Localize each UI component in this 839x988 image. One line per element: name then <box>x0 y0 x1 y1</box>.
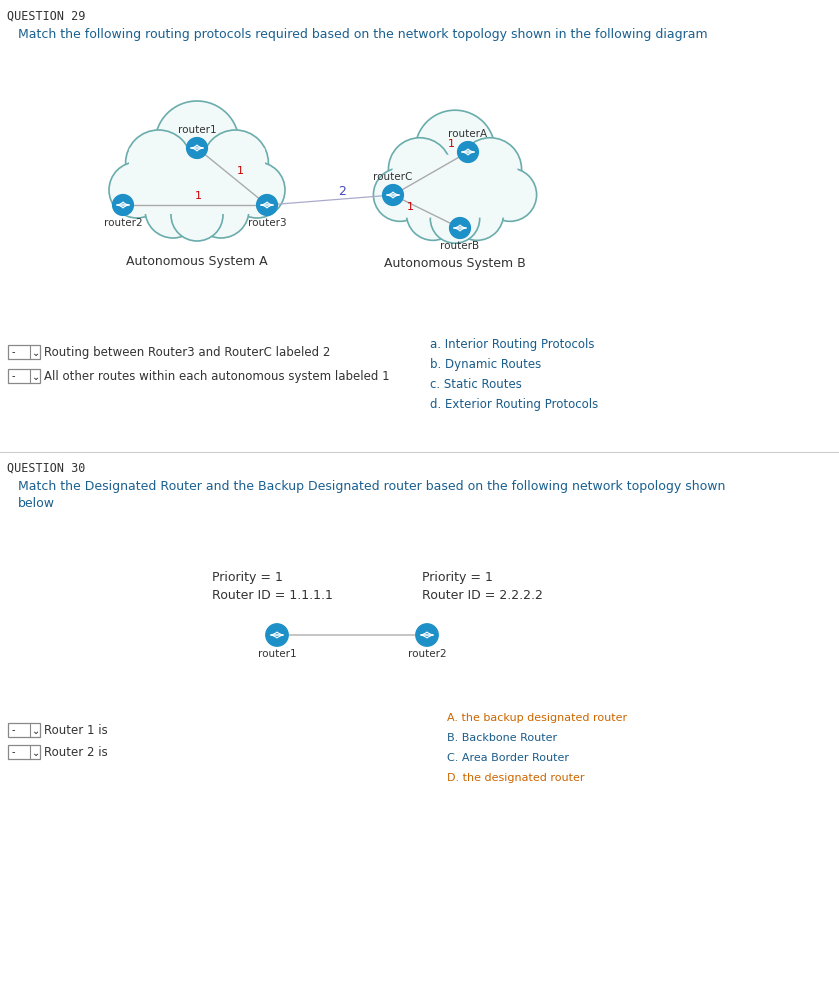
Text: routerA: routerA <box>448 128 487 138</box>
Circle shape <box>171 189 223 241</box>
Text: router2: router2 <box>104 218 143 228</box>
Text: ⌄: ⌄ <box>32 725 40 735</box>
Text: b. Dynamic Routes: b. Dynamic Routes <box>430 358 541 371</box>
Text: A. the backup designated router: A. the backup designated router <box>447 713 627 723</box>
Text: Priority = 1: Priority = 1 <box>212 571 283 584</box>
Circle shape <box>459 137 522 201</box>
Circle shape <box>406 187 460 240</box>
Text: 1: 1 <box>407 202 414 211</box>
Text: Routing between Router3 and RouterC labeled 2: Routing between Router3 and RouterC labe… <box>44 346 331 359</box>
Text: D. the designated router: D. the designated router <box>447 773 585 783</box>
Text: Router ID = 1.1.1.1: Router ID = 1.1.1.1 <box>212 589 333 602</box>
Text: router1: router1 <box>258 649 296 659</box>
FancyBboxPatch shape <box>8 723 40 737</box>
FancyBboxPatch shape <box>129 148 265 214</box>
Text: routerB: routerB <box>440 241 480 251</box>
Text: -: - <box>12 748 15 758</box>
Text: ⌄: ⌄ <box>32 748 40 758</box>
Text: Router 2 is: Router 2 is <box>44 746 107 759</box>
Text: Autonomous System B: Autonomous System B <box>384 257 526 270</box>
Circle shape <box>388 137 451 201</box>
Circle shape <box>451 187 503 240</box>
Text: C. Area Border Router: C. Area Border Router <box>447 753 569 763</box>
Text: Router 1 is: Router 1 is <box>44 723 107 736</box>
Text: -: - <box>12 348 15 358</box>
Circle shape <box>229 162 285 218</box>
Text: a. Interior Routing Protocols: a. Interior Routing Protocols <box>430 338 595 351</box>
Text: 2: 2 <box>338 185 346 198</box>
Text: B. Backbone Router: B. Backbone Router <box>447 733 557 743</box>
Circle shape <box>112 195 133 215</box>
Text: ⌄: ⌄ <box>32 371 40 381</box>
FancyBboxPatch shape <box>8 745 40 759</box>
FancyBboxPatch shape <box>393 155 518 217</box>
Circle shape <box>416 623 438 646</box>
Circle shape <box>155 101 239 185</box>
Text: Router ID = 2.2.2.2: Router ID = 2.2.2.2 <box>422 589 543 602</box>
Circle shape <box>383 185 404 206</box>
Text: Match the Designated Router and the Backup Designated router based on the follow: Match the Designated Router and the Back… <box>18 480 726 493</box>
Text: Match the following routing protocols required based on the network topology sho: Match the following routing protocols re… <box>18 28 707 41</box>
Text: routerC: routerC <box>373 172 413 182</box>
Text: below: below <box>18 497 55 510</box>
FancyBboxPatch shape <box>8 369 40 383</box>
Text: c. Static Routes: c. Static Routes <box>430 378 522 391</box>
Text: 1: 1 <box>237 166 244 176</box>
Text: router1: router1 <box>178 124 216 134</box>
Circle shape <box>373 168 426 221</box>
Text: router3: router3 <box>248 218 286 228</box>
Circle shape <box>186 137 207 158</box>
Text: router2: router2 <box>408 649 446 659</box>
Text: Priority = 1: Priority = 1 <box>422 571 492 584</box>
Circle shape <box>202 130 268 196</box>
Text: QUESTION 30: QUESTION 30 <box>7 462 86 475</box>
Text: Autonomous System A: Autonomous System A <box>126 255 268 268</box>
Circle shape <box>193 182 249 238</box>
Text: 1: 1 <box>448 139 455 149</box>
Circle shape <box>415 111 495 190</box>
Text: ⌄: ⌄ <box>32 348 40 358</box>
Text: All other routes within each autonomous system labeled 1: All other routes within each autonomous … <box>44 370 389 382</box>
Text: -: - <box>12 371 15 381</box>
Circle shape <box>483 168 537 221</box>
Circle shape <box>457 141 478 162</box>
Text: QUESTION 29: QUESTION 29 <box>7 10 86 23</box>
Text: 1: 1 <box>195 191 202 201</box>
Circle shape <box>450 217 471 238</box>
Text: d. Exterior Routing Protocols: d. Exterior Routing Protocols <box>430 398 598 411</box>
Circle shape <box>126 130 191 196</box>
Circle shape <box>430 194 480 243</box>
Circle shape <box>266 623 289 646</box>
Circle shape <box>109 162 165 218</box>
Circle shape <box>145 182 201 238</box>
Circle shape <box>257 195 278 215</box>
Text: -: - <box>12 725 15 735</box>
FancyBboxPatch shape <box>8 345 40 359</box>
